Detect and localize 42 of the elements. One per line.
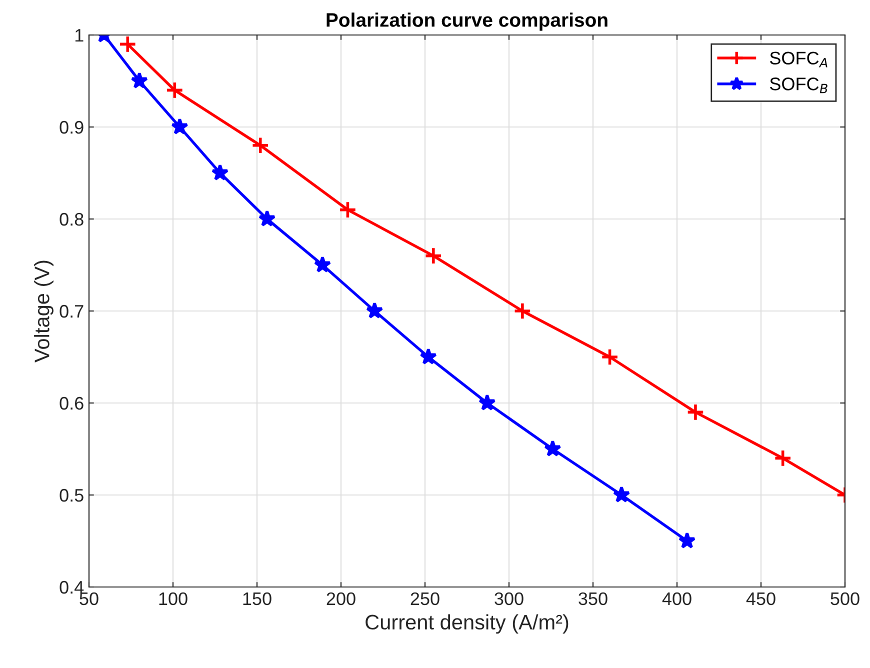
point	[118, 35, 137, 54]
x-tick-label: 400	[662, 592, 692, 606]
point	[258, 210, 276, 227]
point	[366, 302, 384, 319]
point	[600, 348, 619, 366]
chart-title: Polarization curve comparison	[326, 12, 608, 31]
x-tick-label: 200	[326, 592, 356, 606]
y-tick-label: 0.4	[60, 580, 84, 594]
point	[424, 246, 442, 265]
point	[678, 532, 696, 549]
point	[612, 486, 630, 503]
x-tick-label: 100	[159, 592, 188, 606]
legend-label: SOFC$_{B}$	[770, 78, 828, 94]
x-tick-label: 50	[80, 592, 98, 606]
y-tick-label: 0.5	[60, 488, 84, 502]
point	[420, 348, 438, 365]
point	[314, 256, 332, 273]
y-axis-title: Voltage (V)	[34, 260, 54, 362]
point	[130, 72, 148, 89]
y-tick-label: 0.8	[60, 212, 84, 226]
x-tick-label: 450	[746, 592, 776, 606]
point	[478, 394, 496, 411]
point	[171, 118, 188, 135]
point	[251, 136, 270, 154]
legend-label: SOFC$_{A}$	[770, 52, 828, 68]
x-tick-label: 500	[830, 592, 860, 606]
x-axis-title: Current density (A/m²)	[366, 614, 568, 634]
y-tick-label: 0.7	[60, 304, 84, 318]
point	[211, 164, 229, 181]
x-tick-label: 300	[494, 592, 524, 606]
point	[338, 200, 357, 219]
x-tick-label: 250	[410, 592, 440, 606]
point	[166, 81, 184, 100]
x-tick-label: 150	[243, 592, 272, 606]
point	[686, 403, 705, 422]
y-tick-label: 0.6	[60, 396, 84, 410]
y-tick-label: 1	[75, 29, 84, 42]
x-tick-label: 350	[578, 592, 608, 606]
point	[544, 440, 562, 457]
point	[774, 449, 792, 468]
point	[513, 302, 532, 320]
y-tick-label: 0.9	[60, 120, 84, 134]
